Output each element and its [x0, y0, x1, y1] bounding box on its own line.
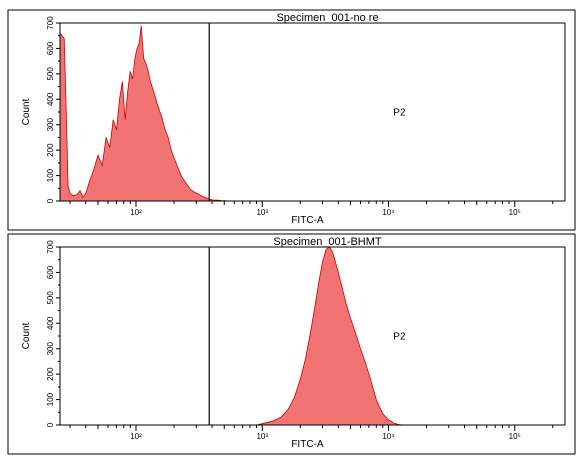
x-tick-label: 10⁴ — [382, 208, 395, 217]
panel-frame — [7, 233, 576, 455]
y-tick-label: 100 — [46, 168, 55, 182]
histogram-panel-2: Specimen_001-BHMT P2 0 100 200 300 400 500 600 70… — [7, 233, 576, 455]
x-tick-label: 10⁵ — [509, 432, 521, 441]
y-tick-label: 700 — [46, 16, 55, 30]
y-tick-label: 200 — [46, 143, 55, 157]
x-tick-label: 10² — [130, 432, 142, 441]
y-tick-label: 700 — [46, 240, 55, 254]
y-tick-label: 100 — [46, 392, 55, 406]
y-tick-label: 400 — [46, 92, 55, 106]
x-tick-label: 10⁴ — [382, 432, 395, 441]
panel-frame — [7, 9, 576, 231]
y-tick-label: 300 — [46, 341, 55, 355]
x-tick-label: 10⁵ — [509, 208, 521, 217]
y-tick-label: 0 — [46, 422, 55, 427]
y-tick-label: 300 — [46, 117, 55, 131]
y-tick-label: 400 — [46, 316, 55, 330]
y-axis-label: Count — [21, 322, 32, 349]
y-tick-label: 600 — [46, 265, 55, 279]
y-tick-label: 600 — [46, 41, 55, 55]
gate-label: P2 — [393, 108, 406, 119]
histogram-area — [59, 25, 243, 202]
panel-title: Specimen_001-no re — [276, 12, 378, 24]
y-tick-label: 0 — [46, 198, 55, 203]
y-axis-label: Count — [21, 98, 32, 125]
x-tick-label: 10² — [130, 208, 142, 217]
y-tick-label: 500 — [46, 67, 55, 81]
x-axis-label: FITC-A — [291, 439, 324, 450]
panel-title: Specimen_001-BHMT — [273, 236, 381, 248]
x-axis-label: FITC-A — [291, 215, 324, 226]
x-tick-label: 10³ — [256, 208, 268, 217]
histogram-panel-1: Specimen_001-no re P2 0 100 200 300 400 500 600 7… — [7, 9, 576, 231]
y-tick-label: 200 — [46, 367, 55, 381]
histogram-area — [256, 246, 403, 426]
x-tick-label: 10³ — [256, 432, 268, 441]
gate-label: P2 — [393, 332, 406, 343]
y-tick-label: 500 — [46, 291, 55, 305]
